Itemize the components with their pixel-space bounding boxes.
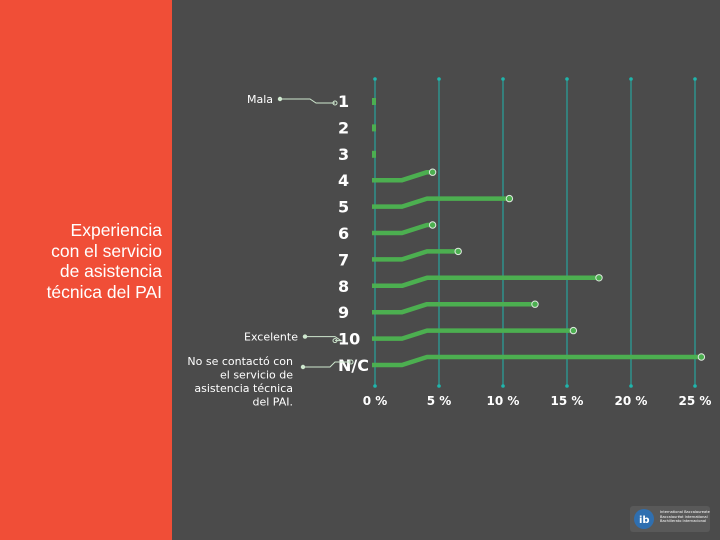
title-panel: Experiencia con el servicio de asistenci… [0,0,172,540]
category-label: 3 [338,145,349,164]
gridline-bottom-dot [565,384,569,388]
category-label: 6 [338,224,349,243]
annotation-label: del PAI. [253,396,294,409]
annotation-label: el servicio de [220,369,293,382]
gridline-top-dot [437,77,441,81]
bar-chart: 0 % 5 % 10 % 15 % 20 % 25 % 1 2 3 4 5 6 7 8 9 10 N/C Mala… [187,77,712,409]
gridline-top-dot [373,77,377,81]
annotation-end-ring [332,100,338,106]
bar-end-dot [428,168,437,176]
bar [372,98,376,105]
gridline-bottom-dot [373,384,377,388]
annotation-label: asistencia técnica [194,382,293,395]
gridline-top-dot [501,77,505,81]
category-label: 8 [338,277,349,296]
annotation-end-ring [348,359,354,365]
annotation-connector [280,98,335,104]
bar [372,275,599,289]
x-tick-label: 20 % [615,394,648,408]
bar-end-dot [531,300,539,308]
bar-end-dot [595,274,603,282]
x-tick-label: 10 % [487,394,520,408]
annotation-label: No se contactó con [187,355,293,368]
gridline-bottom-dot [437,384,441,388]
bar-end-dot [569,326,578,335]
category-label: 9 [338,303,349,322]
x-tick-label: 25 % [679,394,712,408]
annotation-label: Mala [247,93,273,106]
gridline-bottom-dot [693,384,697,388]
bar-end-dot [697,353,706,361]
annotation-connector [305,336,343,342]
bar-end-dot [428,221,437,229]
category-label: 10 [338,330,360,349]
gridline-top-dot [629,77,633,81]
bar-end-dot [505,194,514,203]
bar [372,222,433,236]
bar [372,354,702,368]
chart-panel: 0 % 5 % 10 % 15 % 20 % 25 % 1 2 3 4 5 6 7 8 9 10 N/C Mala… [172,0,720,540]
ib-logo: ib International Baccalaureate Baccalaur… [630,506,710,532]
category-label: 7 [338,250,349,269]
bar [372,124,376,132]
gridline-bottom-dot [501,384,505,388]
category-label: N/C [338,356,369,375]
annotation-end-ring [332,338,338,344]
x-tick-label: 15 % [551,394,584,408]
category-label: 4 [338,171,349,190]
svg-text:ib: ib [639,515,650,526]
annotation-label: Excelente [244,331,298,344]
bar [372,150,376,158]
bar [372,196,510,209]
x-tick-label: 0 % [363,394,388,408]
bar-end-dot [454,247,462,256]
gridline-bottom-dot [629,384,633,388]
category-label: 5 [338,198,349,217]
bar [372,249,459,262]
bar [372,301,535,315]
bar [372,328,574,341]
category-label: 1 [338,92,349,111]
gridline-top-dot [565,77,569,81]
gridline-top-dot [693,77,697,81]
category-label: 2 [338,118,349,137]
slide-title: Experiencia con el servicio de asistenci… [46,220,162,302]
annotation-connector [303,361,351,368]
logo-text: International Baccalaureate Baccalauréat… [660,510,710,524]
bar [372,169,433,183]
x-tick-label: 5 % [427,394,452,408]
